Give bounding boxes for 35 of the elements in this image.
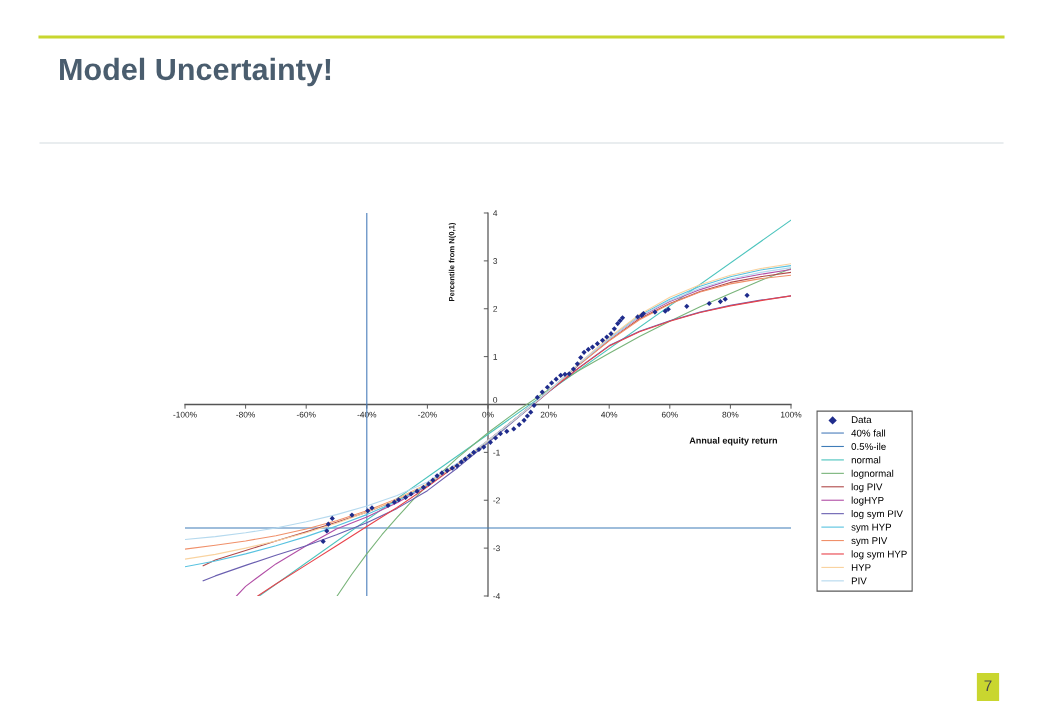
y-tick-label: -2: [493, 497, 500, 504]
y-tick-label: 3: [493, 258, 498, 264]
legend-label: HYP: [851, 564, 871, 571]
y-tick-label: -4: [493, 593, 501, 600]
chart-title: Model Uncertainty!: [60, 57, 331, 87]
x-axis-title: Annual equity return: [689, 437, 778, 446]
x-tick-label: -60%: [296, 411, 316, 418]
legend-label: Data: [851, 416, 872, 424]
legend-label: PIV: [851, 577, 867, 585]
x-tick-label: -100%: [173, 411, 197, 418]
y-tick-label: 2: [493, 305, 498, 312]
legend-label: lognormal: [851, 469, 894, 479]
x-tick-label: -20%: [418, 411, 437, 418]
text: 7: [984, 680, 992, 691]
legend-label: sym HYP: [851, 523, 892, 533]
x-tick-label: -80%: [236, 411, 256, 418]
legend-label: logHYP: [851, 496, 884, 506]
y-tick-label: 0: [493, 396, 498, 403]
legend-label: log sym HYP: [851, 550, 907, 560]
y-tick-label: 1: [493, 353, 498, 360]
legend-label: 40% fall: [851, 429, 886, 437]
x-tick-label: 60%: [661, 411, 678, 418]
legend-label: log PIV: [851, 483, 883, 493]
y-tick-label: -3: [493, 545, 500, 552]
legend-label: normal: [851, 456, 881, 464]
x-tick-label: 40%: [601, 411, 618, 418]
x-tick-label: 0%: [482, 411, 494, 418]
x-tick-label: 80%: [722, 411, 739, 418]
y-tick-label: -1: [493, 449, 500, 456]
legend-label: 0.5%-ile: [851, 442, 886, 450]
legend-label: log sym PIV: [851, 510, 903, 520]
x-tick-label: 100%: [780, 411, 802, 418]
x-tick-label: 20%: [540, 411, 557, 418]
legend-label: sym PIV: [851, 537, 888, 546]
y-tick-label: 4: [493, 210, 498, 217]
